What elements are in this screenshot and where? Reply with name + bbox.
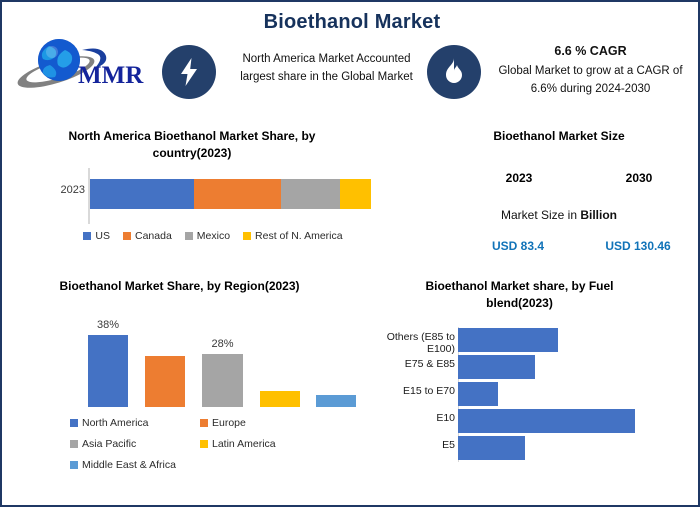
fuel-bar-0 [458, 328, 558, 352]
region-bar-fill [88, 335, 128, 407]
legend-item-europe: Europe [200, 417, 330, 429]
region-bar-asia-pacific: 28% [202, 312, 243, 407]
region-column-chart: 38% 28% [62, 312, 356, 407]
legend-swatch-yellow [200, 440, 208, 448]
fuel-label-1: E75 & E85 [404, 358, 455, 370]
region-bar-north-america: 38% [88, 312, 128, 407]
na-segment-canada [193, 179, 282, 209]
fuel-label-0: Others (E85 to E100) [386, 331, 455, 355]
fuel-blend-bar-chart: Others (E85 to E100) E75 & E85 E15 to E7… [362, 327, 682, 462]
legend-item-middle-east-africa: Middle East & Africa [70, 459, 176, 471]
region-legend-row: Asia Pacific Latin America [70, 438, 370, 450]
highlight-1-text: North America Market Accounted largest s… [240, 53, 413, 83]
highlight-2-text: Global Market to grow at a CAGR of 6.6% … [498, 65, 683, 95]
region-legend-row: Middle East & Africa [70, 459, 370, 471]
fuel-row-e5: E5 [362, 435, 682, 462]
legend-label: Rest of N. America [255, 230, 343, 242]
logo-text: MMR [78, 62, 144, 89]
na-stacked-bar [90, 179, 371, 209]
legend-swatch-yellow [243, 232, 252, 240]
market-size-year-right: 2030 [625, 171, 653, 185]
fuel-row-e15-e70: E15 to E70 [362, 381, 682, 408]
legend-item-us: US [83, 230, 110, 242]
market-size-value-right: USD 130.46 [605, 239, 671, 253]
na-segment-rest [340, 179, 371, 209]
legend-swatch-blue [70, 419, 78, 427]
market-size-title: Bioethanol Market Size [493, 129, 625, 143]
fuel-row-others: Others (E85 to E100) [362, 327, 682, 355]
market-size-year-left: 2023 [505, 171, 533, 185]
lightning-bolt-icon [162, 45, 216, 99]
na-segment-mexico [281, 179, 341, 209]
region-bar-fill [260, 391, 300, 407]
legend-label: US [95, 230, 110, 242]
na-segment-us [90, 179, 194, 209]
region-bar-latin-america [260, 312, 300, 407]
legend-item-mexico: Mexico [184, 230, 231, 242]
legend-swatch-gray [184, 232, 193, 240]
fuel-row-e75-e85: E75 & E85 [362, 354, 682, 381]
mmr-logo: MMR [16, 32, 156, 92]
legend-swatch-light-blue [70, 461, 78, 469]
market-size-subtitle-prefix: Market Size in [500, 208, 581, 222]
na-stacked-bar-chart: 2023 [35, 168, 380, 224]
legend-swatch-gray [70, 440, 78, 448]
highlight-2-block: 6.6 % CAGR Global Market to grow at a CA… [488, 42, 693, 98]
region-data-label-2: 28% [211, 338, 234, 350]
market-size-subtitle: Market Size in Billion [434, 208, 684, 222]
legend-label: Canada [135, 230, 172, 242]
market-size-value-left: USD 83.4 [491, 239, 545, 253]
na-axis-line [88, 168, 90, 224]
legend-label: Asia Pacific [82, 438, 137, 450]
legend-label: Middle East & Africa [82, 459, 176, 471]
na-category-label: 2023 [60, 184, 85, 196]
legend-item-north-america: North America [70, 417, 200, 429]
legend-item-latin-america: Latin America [200, 438, 330, 450]
fuel-label-2: E15 to E70 [403, 385, 455, 397]
page-title: Bioethanol Market [263, 11, 441, 33]
legend-swatch-orange [123, 232, 131, 240]
region-bar-europe [145, 312, 185, 407]
fuel-bar-3 [458, 409, 635, 433]
fuel-bar-2 [458, 382, 498, 406]
legend-item-rest-na: Rest of N. America [243, 230, 343, 242]
legend-label: Latin America [212, 438, 276, 450]
cagr-headline: 6.6 % CAGR [554, 44, 627, 58]
fuel-bar-4 [458, 436, 525, 460]
na-legend: US Canada Mexico Rest of N. America [48, 230, 378, 242]
region-bar-fill [145, 356, 185, 407]
legend-item-canada: Canada [123, 230, 172, 242]
region-chart-title: Bioethanol Market Share, by Region(2023) [59, 279, 300, 293]
fuel-label-3: E10 [436, 412, 455, 424]
region-data-label-0: 38% [96, 319, 120, 331]
globe-swoosh-logo: MMR [17, 39, 144, 89]
market-size-unit: Billion [580, 208, 618, 222]
flame-icon [427, 45, 481, 99]
region-legend-row: North America Europe [70, 417, 370, 429]
legend-label: Mexico [196, 230, 231, 242]
fuel-row-e10: E10 [362, 408, 682, 435]
legend-swatch-orange [200, 419, 208, 427]
legend-swatch-blue [83, 232, 92, 240]
legend-item-asia-pacific: Asia Pacific [70, 438, 200, 450]
region-bar-fill [316, 395, 356, 407]
region-bar-fill [202, 354, 243, 407]
legend-label: Europe [212, 417, 246, 429]
fuel-bar-1 [458, 355, 535, 379]
region-bar-middle-east-africa [316, 312, 356, 407]
na-chart-title: North America Bioethanol Market Share, b… [68, 129, 316, 160]
fuel-chart-title: Bioethanol Market share, by Fuel blend(2… [425, 279, 614, 310]
legend-label: North America [82, 417, 149, 429]
region-legend: North America Europe Asia Pacific Latin … [70, 417, 370, 480]
fuel-label-4: E5 [442, 439, 455, 451]
